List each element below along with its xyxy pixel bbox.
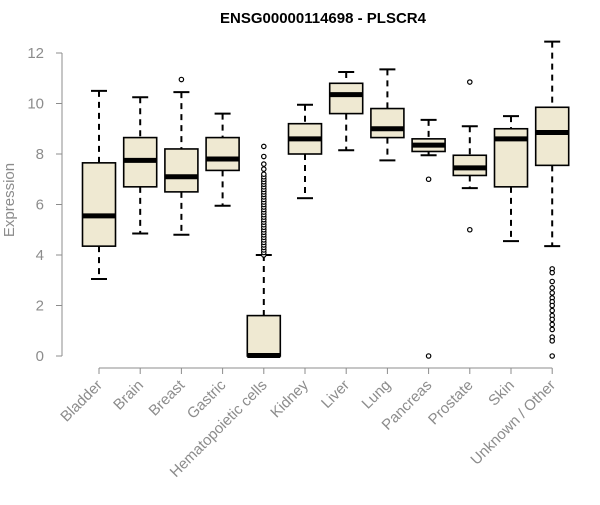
y-tick-label: 8 xyxy=(36,146,44,163)
box-iqr xyxy=(534,106,570,167)
outlier-point xyxy=(260,166,267,172)
box-group xyxy=(122,96,158,235)
box-group xyxy=(452,79,488,233)
outlier-point xyxy=(260,161,267,167)
outlier-point xyxy=(260,153,267,160)
y-tick-label: 4 xyxy=(36,247,44,264)
outlier-point xyxy=(549,326,556,333)
outlier-point xyxy=(549,285,556,291)
outlier-point xyxy=(425,176,432,183)
outlier-point xyxy=(466,226,473,233)
box-iqr xyxy=(81,162,117,247)
y-tick-label: 10 xyxy=(27,96,44,113)
box-group xyxy=(411,118,446,359)
outlier-point xyxy=(260,171,267,178)
box-iqr xyxy=(328,82,364,115)
box-iqr xyxy=(452,154,488,177)
box-series xyxy=(81,40,570,359)
x-tick-label: Prostate xyxy=(425,377,477,429)
y-tick-label: 0 xyxy=(36,348,44,365)
outlier-point xyxy=(549,269,556,276)
y-tick-label: 12 xyxy=(27,45,44,62)
y-axis-label: Expression xyxy=(1,163,18,237)
y-axis: 0 2 4 6 8 10 12 xyxy=(27,45,63,365)
x-tick-label: Brain xyxy=(110,377,147,414)
outlier-point xyxy=(549,316,556,323)
chart-title: ENSG00000114698 - PLSCR4 xyxy=(220,10,427,27)
box-group xyxy=(287,103,323,200)
outlier-point xyxy=(466,79,473,85)
box-group xyxy=(164,76,199,236)
x-tick-label: Bladder xyxy=(57,377,106,426)
outlier-point xyxy=(425,353,432,359)
box-iqr xyxy=(370,107,405,139)
box-group xyxy=(370,68,405,162)
y-tick-label: 6 xyxy=(36,197,44,214)
y-tick-label: 2 xyxy=(36,298,44,315)
outlier-point xyxy=(549,302,556,309)
x-tick-label: Lung xyxy=(359,377,395,413)
outlier-point xyxy=(549,278,556,285)
x-tick-label: Skin xyxy=(485,377,518,410)
outlier-point xyxy=(549,321,556,328)
outlier-point xyxy=(260,143,267,150)
box-group xyxy=(205,112,240,207)
x-tick-label: Kidney xyxy=(267,376,312,421)
box-group xyxy=(493,115,529,243)
outlier-point xyxy=(549,307,556,314)
outlier-point xyxy=(549,338,556,344)
box-iqr xyxy=(205,136,240,172)
box-group xyxy=(246,143,282,358)
box-group xyxy=(81,89,117,280)
box-group xyxy=(328,70,364,152)
box-iqr xyxy=(164,148,199,193)
box-group xyxy=(534,40,570,359)
box-iqr xyxy=(246,314,282,357)
x-tick-label: Liver xyxy=(318,377,353,412)
x-tick-label: Breast xyxy=(146,376,189,419)
outlier-point xyxy=(549,290,556,296)
outlier-point xyxy=(178,76,185,83)
outlier-point xyxy=(549,353,556,359)
